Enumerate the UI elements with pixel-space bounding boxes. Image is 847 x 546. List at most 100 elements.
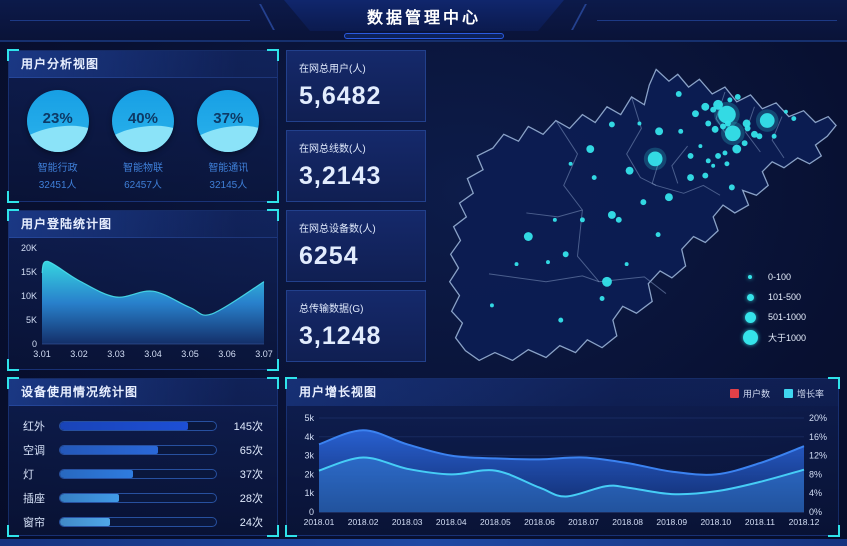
bar-fill [60,518,110,526]
corner-bracket [267,209,279,221]
corner-bracket [828,525,840,537]
map-bubble [713,99,723,110]
corner-bracket [285,377,297,389]
corner-bracket [267,525,279,537]
corner-bracket [267,377,279,389]
map-bubble [624,262,629,267]
legend-label: 101-500 [768,292,802,302]
gauge-name: 智能行政 [37,163,78,174]
bubble-size-icon [742,329,758,345]
svg-text:8%: 8% [809,469,822,479]
svg-text:3.06: 3.06 [218,349,236,359]
bar-label: 灯 [23,469,34,481]
map-bubble [591,175,597,181]
legend-swatch-cyan [783,389,793,398]
map-bubble [724,125,741,142]
bubble-size-icon [748,275,752,279]
map-bubble [756,133,763,140]
map-bubble [751,130,758,138]
map-legend-item[interactable]: 大于1000 [742,327,806,347]
stat-card-total-lines: 在网总线数(人) 3,2143 [286,130,426,202]
bar-fill [60,422,188,430]
map-bubble [568,161,573,166]
map-canvas[interactable] [430,45,840,375]
stat-label: 在网总线数(人) [299,144,366,155]
bar-value: 145次 [233,421,263,433]
corner-bracket [7,525,19,537]
svg-text:12%: 12% [809,451,827,461]
svg-text:0: 0 [309,507,314,517]
bar-value: 37次 [239,469,263,481]
map-bubble [741,140,748,147]
map-bubble [546,260,550,265]
footer-bar [0,539,847,546]
svg-text:4%: 4% [809,488,822,498]
header-title-plate: 数据管理中心 [284,0,564,31]
liquid-gauge-comm[interactable]: 37% 智能通讯 32145人 [188,90,268,191]
header-bar: 数据管理中心 [0,0,847,42]
map-bubble [687,152,694,159]
gauge-row: 23% 智能行政 32451人 40% 智能物联 62457人 37% 智能通讯… [9,78,277,191]
map-bubble [579,217,585,223]
liquid-gauge-circle: 23% [26,90,89,152]
map-bubble [718,105,736,124]
svg-text:2018.02: 2018.02 [348,517,379,527]
svg-text:2018.10: 2018.10 [700,517,731,527]
stat-card-total-data: 总传输数据(G) 3,1248 [286,290,426,362]
gauge-name: 智能物联 [122,163,163,174]
stat-card-total-devices: 在网总设备数(人) 6254 [286,210,426,282]
device-bar-chart[interactable]: 红外 145次 空调 65次 灯 37次 插座 28次 窗帘 24次 [9,406,277,534]
header-decor-slash-right [571,4,587,30]
corner-bracket [267,191,279,203]
corner-bracket [7,49,19,61]
svg-text:2018.01: 2018.01 [304,517,335,527]
region-bubble-map[interactable]: 0-100 101-500 501-1000 大于1000 [430,45,840,375]
liquid-gauge-circle: 40% [111,90,174,152]
map-bubble [637,121,642,126]
bar-value: 24次 [239,517,263,529]
legend-item-growth-rate[interactable]: 增长率 [783,387,824,400]
map-bubble [711,125,719,133]
map-bubble [608,121,615,128]
stat-value: 3,1248 [299,322,382,350]
map-bubble [586,145,595,153]
liquid-gauge-iot[interactable]: 40% 智能物联 62457人 [103,90,183,191]
legend-item-users[interactable]: 用户数 [729,387,770,400]
map-bubble [615,216,622,223]
panel-device-usage: 设备使用情况统计图 红外 145次 空调 65次 灯 37次 插座 28次 窗帘… [7,377,279,537]
map-legend-item[interactable]: 101-500 [742,287,806,307]
bar-label: 红外 [23,421,45,433]
legend-swatch-red [729,389,739,398]
bar-row-infrared: 红外 145次 [23,414,263,438]
svg-text:4k: 4k [304,432,314,442]
svg-text:2018.03: 2018.03 [392,517,423,527]
map-bubble [687,174,694,181]
login-area-chart[interactable]: 0 5K 10K 15K 20K 3.01 3.02 3.03 3.04 3.05 3.06 3.07 [12,240,274,366]
panel-user-growth: 用户增长视图 用户数 增长率 0 1k 2k 3k 4k 5k 0% 4% 8% 12% 16% 20… [285,377,840,537]
bar-row-ac: 空调 65次 [23,438,263,462]
svg-text:0%: 0% [809,507,822,517]
stat-label: 在网总用户(人) [299,64,366,75]
map-legend-item[interactable]: 0-100 [742,267,806,287]
panel-user-analysis: 用户分析视图 23% 智能行政 32451人 40% 智能物联 62457人 3… [7,49,279,203]
page-title: 数据管理中心 [366,9,481,27]
map-bubble [771,133,777,139]
map-bubble [720,123,726,130]
svg-text:2018.04: 2018.04 [436,517,467,527]
svg-text:2018.09: 2018.09 [656,517,687,527]
map-bubble [705,120,712,127]
growth-area-chart[interactable]: 0 1k 2k 3k 4k 5k 0% 4% 8% 12% 16% 20% 2018.01 2018.02… [289,408,836,534]
map-bubble [711,163,716,168]
map-legend-item[interactable]: 501-1000 [742,307,806,327]
bar-value: 28次 [239,493,263,505]
legend-dot-box [742,275,758,279]
map-bubble [727,97,733,103]
bar-label: 插座 [23,493,45,505]
map-bubble [678,128,684,134]
stat-label: 在网总设备数(人) [299,224,376,235]
map-bubble [734,93,741,100]
bubble-size-icon [746,293,754,301]
panel-login-stats: 用户登陆统计图 0 5K 10K 15K 20K 3.01 3.02 3.03 3.04 3.05… [7,209,279,371]
liquid-gauge-admin[interactable]: 23% 智能行政 32451人 [18,90,98,191]
stat-card-total-users: 在网总用户(人) 5,6482 [286,50,426,122]
